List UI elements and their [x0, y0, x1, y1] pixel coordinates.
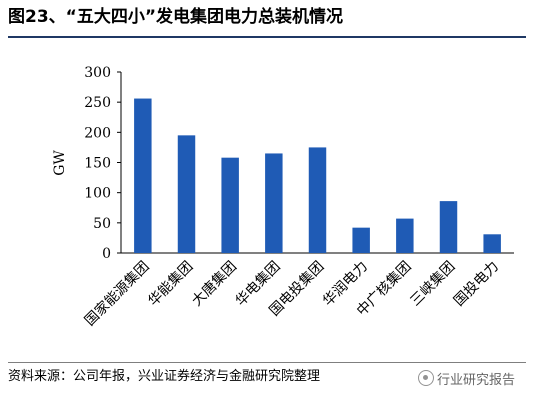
- source-divider: [8, 362, 526, 363]
- y-tick-label: 200: [84, 125, 111, 141]
- y-axis-label: GW: [52, 150, 68, 176]
- x-tick-label: 三峡集团: [407, 258, 459, 310]
- bar: [308, 147, 327, 253]
- source-note: 资料来源：公司年报，兴业证券经济与金融研究院整理: [8, 369, 321, 384]
- bar: [134, 98, 152, 253]
- chart-title: 图23、“五大四小”发电集团电力总装机情况: [8, 7, 344, 27]
- bar: [221, 157, 239, 253]
- y-tick-label: 100: [84, 186, 111, 202]
- y-tick-label: 300: [84, 65, 111, 81]
- y-tick-label: 250: [84, 95, 111, 111]
- title-divider: [8, 36, 526, 38]
- x-tick-label: 华能集团: [145, 258, 197, 310]
- y-tick-labels: 0 50 100 150 200 250 300: [84, 65, 111, 262]
- bar: [483, 234, 501, 253]
- wechat-icon: [418, 370, 434, 386]
- bar: [396, 218, 414, 253]
- bar: [352, 227, 370, 253]
- watermark-text: 行业研究报告: [437, 372, 516, 388]
- watermark: 行业研究报告: [418, 366, 516, 390]
- chart-bars: [134, 98, 501, 253]
- x-tick-label: 大唐集团: [188, 258, 240, 310]
- bar: [265, 153, 283, 253]
- y-tick-label: 0: [102, 246, 111, 262]
- bar: [177, 135, 196, 253]
- bar: [439, 201, 458, 253]
- x-tick-label: 国投电力: [451, 259, 502, 310]
- bar-chart: 0 50 100 150 200 250 300 国家能源集团华能集团大唐集团华电集团国电投…: [52, 65, 514, 329]
- y-tick-label: 150: [84, 156, 111, 172]
- y-tick-label: 50: [93, 216, 111, 232]
- x-tick-label: 国家能源集团: [81, 258, 152, 329]
